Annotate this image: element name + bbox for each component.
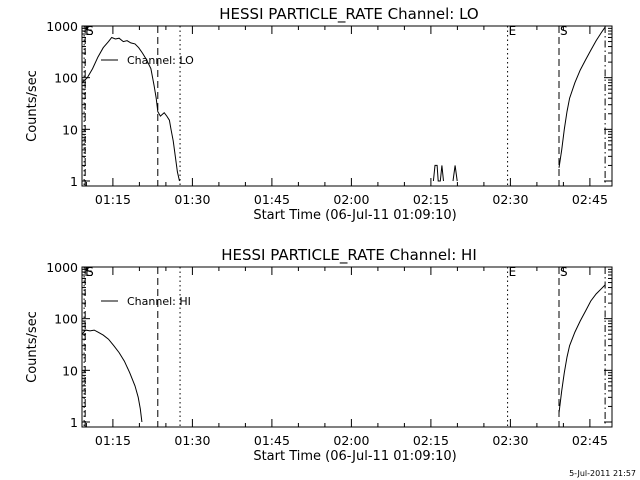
series-line [82, 329, 143, 423]
x-tick-label: 02:30 [492, 192, 528, 207]
event-marker-label: S [560, 24, 568, 38]
y-tick-label: 100 [54, 71, 78, 86]
y-tick-label: 1 [70, 174, 78, 189]
x-tick-label: 01:45 [254, 192, 290, 207]
event-marker-label: S [86, 24, 94, 38]
x-tick-label: 01:30 [174, 433, 210, 448]
y-tick-label: 10 [62, 363, 78, 378]
y-tick-label: 1 [70, 415, 78, 430]
y-tick-label: 1000 [46, 19, 78, 34]
x-tick-label: 02:30 [492, 433, 528, 448]
y-axis-label: Counts/sec [25, 70, 40, 142]
x-tick-label: 01:45 [254, 433, 290, 448]
x-axis-label: Start Time (06-Jul-11 01:09:10) [253, 208, 456, 223]
x-tick-label: 02:00 [333, 192, 369, 207]
chart-panel-hi: HESSI PARTICLE_RATE Channel: HI 01:15 01:3… [25, 246, 613, 464]
timestamp: 5-Jul-2011 21:57 [569, 469, 636, 478]
plot-frame [81, 266, 613, 428]
series-line [452, 165, 458, 182]
y-axis-label: Counts/sec [25, 311, 40, 383]
y-tick-label: 10 [62, 122, 78, 137]
event-marker-label: E [509, 265, 517, 279]
event-markers [83, 26, 606, 186]
event-marker-label: E [509, 24, 517, 38]
chart-panel-lo: HESSI PARTICLE_RATE Channel: LO 01:15 01:3… [25, 5, 613, 223]
x-tick-label: 02:15 [413, 192, 449, 207]
event-marker-label: S [86, 265, 94, 279]
x-tick-label: 01:30 [174, 192, 210, 207]
y-tick-label: 100 [54, 312, 78, 327]
event-marker-label: S [560, 265, 568, 279]
x-tick-label: 02:45 [572, 192, 608, 207]
x-tick-label: 02:45 [572, 433, 608, 448]
legend-label: Channel: LO [127, 54, 194, 67]
data-series [82, 284, 606, 423]
x-tick-label: 02:00 [333, 433, 369, 448]
event-marker-label: E [85, 24, 93, 38]
event-markers [83, 267, 606, 427]
x-axis-label: Start Time (06-Jul-11 01:09:10) [253, 449, 456, 464]
legend-label: Channel: HI [127, 295, 191, 308]
chart-title: HESSI PARTICLE_RATE Channel: HI [221, 246, 477, 265]
series-line [82, 36, 180, 182]
data-series [82, 26, 606, 182]
x-tick-label: 02:15 [413, 433, 449, 448]
chart-title: HESSI PARTICLE_RATE Channel: LO [219, 5, 478, 24]
series-line [558, 284, 606, 413]
event-marker-label: E [85, 265, 93, 279]
x-tick-label: 01:15 [95, 433, 131, 448]
x-tick-label: 01:15 [95, 192, 131, 207]
series-line [432, 164, 444, 182]
plot-frame [81, 25, 613, 187]
series-line [558, 26, 606, 168]
y-tick-label: 1000 [46, 260, 78, 275]
